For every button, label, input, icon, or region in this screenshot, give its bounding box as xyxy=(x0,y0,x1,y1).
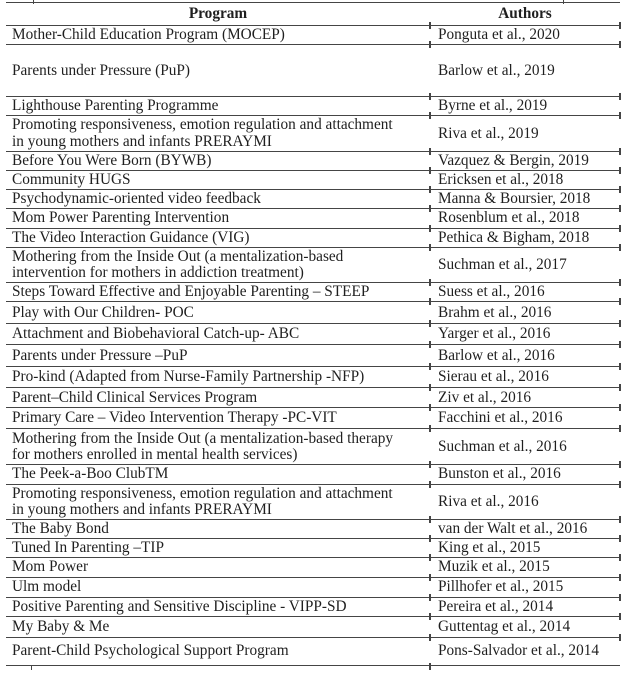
table-row: Tuned In Parenting –TIP King et al., 201… xyxy=(6,534,621,559)
authors-cell: Sierau et al., 2016 xyxy=(429,362,621,389)
table-row: Mothering from the Inside Out (a mentali… xyxy=(6,424,621,466)
table-row: Psychodynamic-oriented video feedback Ma… xyxy=(6,185,621,210)
table-row: The Peek-a-Boo ClubTM Bunston et al., 20… xyxy=(6,460,621,485)
authors-cell: Ponguta et al., 2020 xyxy=(429,21,621,46)
authors-cell: Yarger et al., 2016 xyxy=(429,319,621,346)
authors-cell: Pons-Salvador et al., 2014 xyxy=(429,633,621,666)
authors-cell: Guttentag et al., 2014 xyxy=(429,612,621,638)
authors-cell: Riva et al., 2019 xyxy=(429,111,621,152)
program-cell: Promoting responsiveness, emotion regula… xyxy=(6,115,430,152)
table-row: Mother-Child Education Program (MOCEP) P… xyxy=(6,21,621,46)
program-cell: Mother-Child Education Program (MOCEP) xyxy=(6,25,430,46)
authors-cell: Facchini et al., 2016 xyxy=(429,403,621,430)
program-cell: Promoting responsiveness, emotion regula… xyxy=(6,484,430,521)
program-cell: The Baby Bond xyxy=(6,519,430,540)
program-cell: My Baby & Me xyxy=(6,616,430,638)
authors-cell: Ericksen et al., 2018 xyxy=(429,166,621,191)
table-row: Mom Power Parenting Intervention Rosenbl… xyxy=(6,204,621,229)
table-row: Parent-Child Psychological Support Progr… xyxy=(6,633,621,670)
authors-cell: van der Walt et al., 2016 xyxy=(429,515,621,540)
authors-cell: King et al., 2015 xyxy=(429,534,621,559)
table-row: Primary Care – Video Intervention Therap… xyxy=(6,403,621,430)
table-row: Ulm model Pillhofer et al., 2015 xyxy=(6,573,621,598)
table-row: Parents under Pressure (PuP) Barlow et a… xyxy=(6,40,621,98)
authors-cell: Brahm et al., 2016 xyxy=(429,297,621,325)
program-cell: Ulm model xyxy=(6,577,430,598)
authors-cell: Suchman et al., 2016 xyxy=(429,424,621,466)
authors-cell: Bunston et al., 2016 xyxy=(429,460,621,485)
table-row: Community HUGS Ericksen et al., 2018 xyxy=(6,166,621,191)
header-row: Program Authors xyxy=(6,2,620,26)
program-cell: Mom Power Parenting Intervention xyxy=(6,208,430,229)
program-cell: Before You Were Born (BYWB) xyxy=(6,151,430,172)
program-cell: Lighthouse Parenting Programme xyxy=(6,96,430,117)
programs-authors-table: Program Authors Mother-Child Education P… xyxy=(6,2,621,670)
program-cell: Attachment and Biobehavioral Catch-up- A… xyxy=(6,323,430,346)
program-cell: Mothering from the Inside Out (a mentali… xyxy=(6,247,430,284)
program-cell: Tuned In Parenting –TIP xyxy=(6,538,430,559)
program-cell: Parents under Pressure (PuP) xyxy=(6,44,430,98)
table-row: My Baby & Me Guttentag et al., 2014 xyxy=(6,612,621,638)
table-row: Parent–Child Clinical Services Program Z… xyxy=(6,383,621,409)
authors-cell: Suchman et al., 2017 xyxy=(429,243,621,284)
program-cell: Positive Parenting and Sensitive Discipl… xyxy=(6,597,430,617)
column-header-program: Program xyxy=(6,2,430,26)
table-row: Mom Power Muzik et al., 2015 xyxy=(6,553,621,578)
table-row: Mothering from the Inside Out (a mentali… xyxy=(6,243,621,284)
program-cell: The Video Interaction Guidance (VIG) xyxy=(6,228,430,248)
authors-cell: Suess et al., 2016 xyxy=(429,278,621,303)
authors-cell: Pereira et al., 2014 xyxy=(429,593,621,617)
authors-cell: Byrne et al., 2019 xyxy=(429,92,621,117)
authors-cell: Ziv et al., 2016 xyxy=(429,383,621,409)
authors-cell: Rosenblum et al., 2018 xyxy=(429,204,621,229)
column-header-authors: Authors xyxy=(430,2,620,26)
table-row: The Video Interaction Guidance (VIG) Pet… xyxy=(6,224,621,248)
table-row: Promoting responsiveness, emotion regula… xyxy=(6,480,621,521)
program-cell: Mom Power xyxy=(6,557,430,578)
table-row: Parents under Pressure –PuP Barlow et al… xyxy=(6,340,621,368)
authors-cell: Riva et al., 2016 xyxy=(429,480,621,521)
program-cell: Steps Toward Effective and Enjoyable Par… xyxy=(6,282,430,303)
authors-cell: Barlow et al., 2019 xyxy=(429,40,621,98)
table-row: Lighthouse Parenting Programme Byrne et … xyxy=(6,92,621,117)
program-cell: Psychodynamic-oriented video feedback xyxy=(6,189,430,210)
table-row: Attachment and Biobehavioral Catch-up- A… xyxy=(6,319,621,346)
authors-cell: Muzik et al., 2015 xyxy=(429,553,621,578)
program-cell: Community HUGS xyxy=(6,170,430,191)
table-row: Before You Were Born (BYWB) Vazquez & Be… xyxy=(6,147,621,172)
program-cell: Mothering from the Inside Out (a mentali… xyxy=(6,428,430,466)
program-cell: Parents under Pressure –PuP xyxy=(6,344,430,368)
authors-cell: Pethica & Bigham, 2018 xyxy=(429,224,621,248)
authors-cell: Vazquez & Bergin, 2019 xyxy=(429,147,621,172)
program-cell: Parent-Child Psychological Support Progr… xyxy=(6,637,431,670)
program-cell: Primary Care – Video Intervention Therap… xyxy=(6,407,430,430)
authors-cell: Pillhofer et al., 2015 xyxy=(429,573,621,598)
table-row: The Baby Bond van der Walt et al., 2016 xyxy=(6,515,621,540)
program-cell: The Peek-a-Boo ClubTM xyxy=(6,464,430,485)
table-row: Pro-kind (Adapted from Nurse-Family Part… xyxy=(6,362,621,389)
program-cell: Play with Our Children- POC xyxy=(6,301,430,325)
program-cell: Parent–Child Clinical Services Program xyxy=(6,387,430,409)
table-row: Play with Our Children- POC Brahm et al.… xyxy=(6,297,621,325)
table-row: Positive Parenting and Sensitive Discipl… xyxy=(6,593,621,617)
table-row: Promoting responsiveness, emotion regula… xyxy=(6,111,621,152)
authors-cell: Manna & Boursier, 2018 xyxy=(429,185,621,210)
table-row: Steps Toward Effective and Enjoyable Par… xyxy=(6,278,621,303)
authors-cell: Barlow et al., 2016 xyxy=(429,340,621,368)
program-cell: Pro-kind (Adapted from Nurse-Family Part… xyxy=(6,366,430,389)
